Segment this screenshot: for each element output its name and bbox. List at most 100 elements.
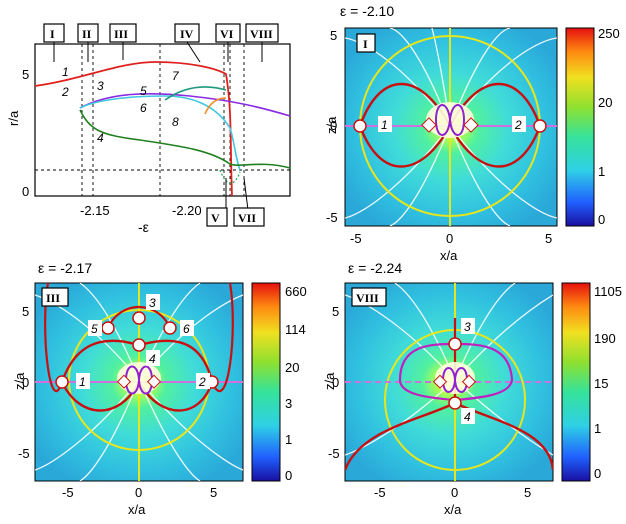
curve-label-8: 8 — [172, 115, 179, 129]
roman-VII: VII — [238, 211, 256, 225]
roman-I: I — [50, 27, 55, 41]
panel-c-point-label-3: 3 — [149, 296, 156, 310]
panel-a-xtick-220: -2.20 — [172, 203, 202, 218]
curve-4 — [79, 109, 291, 169]
panel-d-xlabel: x/a — [444, 502, 462, 517]
panel-d-point-label-4: 4 — [464, 410, 471, 424]
panel-a-ylabel: r/a — [6, 110, 21, 126]
panel-b-xtick-0: 0 — [446, 231, 453, 246]
curve-6 — [79, 95, 241, 171]
panel-d-point-label-3: 3 — [464, 320, 471, 334]
panel-c-ylabel: z/a — [12, 372, 27, 390]
panel-b-colorbar — [565, 27, 595, 227]
curve-label-7: 7 — [172, 69, 180, 83]
panel-c-cbar-0: 0 — [285, 468, 292, 483]
roman-arrows — [53, 41, 263, 211]
panel-c-cbar-1: 1 — [285, 432, 292, 447]
panel-c-field-map: ε = -2.17 — [12, 260, 307, 517]
panel-c-cbar-114: 114 — [285, 322, 306, 337]
panel-c-ytick-5: 5 — [22, 304, 29, 319]
roman-IV: IV — [180, 27, 194, 41]
panel-c-colorbar — [251, 282, 281, 482]
curve-dotted — [219, 169, 241, 184]
panel-c-roman: III — [46, 291, 60, 305]
panel-c-xtick-5: 5 — [210, 485, 217, 500]
panel-b-ylabel: z/a — [324, 116, 339, 134]
panel-c-cbar-660: 660 — [285, 284, 307, 299]
curve-label-5: 5 — [140, 84, 147, 98]
panel-d-xtick-5: 5 — [524, 485, 531, 500]
panel-d-ytick-m5: -5 — [328, 446, 340, 461]
roman-III: III — [114, 27, 128, 41]
panel-b-title: ε = -2.10 — [340, 3, 394, 19]
panel-c-xtick-m5: -5 — [62, 485, 74, 500]
panel-c-point-label-2: 2 — [198, 375, 206, 389]
panel-b-point-label-2: 2 — [514, 118, 522, 132]
panel-c-title: ε = -2.17 — [38, 260, 92, 276]
panel-a-phase-diagram: 1 2 3 4 5 6 7 8 r/a 0 5 -2.15 -2.20 -ε I… — [6, 23, 291, 235]
panel-d-ylabel: z/a — [322, 372, 337, 390]
panel-b-cbar-1: 1 — [598, 164, 605, 179]
panel-c-point-label-1: 1 — [79, 375, 86, 389]
curve-3 — [79, 93, 291, 117]
panel-b-xlabel: x/a — [440, 248, 458, 263]
panel-c-ytick-0: 0 — [22, 375, 29, 390]
panel-b-points — [353, 117, 547, 133]
panel-b-ytick-0: 0 — [330, 118, 337, 133]
curve-label-4: 4 — [97, 131, 104, 145]
panel-b-cbar-0: 0 — [598, 212, 605, 227]
roman-VI: VI — [220, 27, 234, 41]
curve-label-1: 1 — [62, 65, 69, 79]
panel-d-cbar-0: 0 — [594, 466, 601, 481]
panel-b-cbar-250: 250 — [598, 26, 620, 41]
panel-d-colorbar — [561, 282, 591, 482]
roman-II: II — [82, 27, 92, 41]
panel-d-cbar-1: 1 — [594, 421, 601, 436]
panel-c-point-label-5: 5 — [91, 322, 98, 336]
panel-c-xtick-0: 0 — [135, 485, 142, 500]
panel-a-xlabel: -ε — [138, 219, 149, 235]
panel-b-cbar-20: 20 — [598, 95, 612, 110]
curve-8 — [204, 97, 227, 115]
curve-labels: 1 2 3 4 5 6 7 8 — [61, 65, 180, 145]
panel-d-field-map: ε = -2.24 3 4 VIII — [322, 260, 622, 517]
panel-d-xtick-m5: -5 — [374, 485, 386, 500]
panel-a-frame — [34, 43, 291, 197]
panel-b-field-map: ε = -2.10 1 2 I — [324, 3, 620, 263]
panel-c-cbar-3: 3 — [285, 396, 292, 411]
panel-c-point-label-4: 4 — [149, 352, 156, 366]
phase-boundaries — [35, 44, 290, 196]
panel-d-ytick-5: 5 — [332, 304, 339, 319]
panel-d-title: ε = -2.24 — [348, 260, 402, 276]
curve-label-2: 2 — [61, 85, 69, 99]
panel-c-points — [55, 311, 219, 389]
panel-b-ytick-5: 5 — [330, 28, 337, 43]
panel-c-point-label-6: 6 — [183, 322, 190, 336]
curve-label-3: 3 — [97, 79, 104, 93]
curve-7 — [164, 86, 227, 101]
panel-d-roman: VIII — [356, 291, 379, 305]
panel-d-cbar-1105: 1105 — [594, 284, 622, 299]
panel-d-field-lines — [345, 283, 553, 481]
panel-c-ytick-m5: -5 — [18, 446, 30, 461]
panel-b-xtick-5: 5 — [545, 231, 552, 246]
roman-labels-top: I II III IV VI VIII — [43, 23, 279, 43]
panel-d-cbar-15: 15 — [594, 376, 608, 391]
panel-d-ytick-0: 0 — [332, 375, 339, 390]
curve-label-6: 6 — [140, 101, 147, 115]
roman-V: V — [211, 211, 220, 225]
panel-a-xtick-215: -2.15 — [80, 203, 110, 218]
panel-b-roman: I — [363, 37, 368, 51]
panel-c-cbar-20: 20 — [285, 360, 299, 375]
roman-VIII: VIII — [250, 27, 273, 41]
panel-a-ytick-0: 0 — [22, 184, 29, 199]
panel-b-xtick-m5: -5 — [350, 231, 362, 246]
panel-b-point-label-1: 1 — [381, 118, 388, 132]
panel-b-ytick-m5: -5 — [326, 210, 338, 225]
panel-d-cbar-190: 190 — [594, 331, 616, 346]
panel-a-ytick-5: 5 — [22, 67, 29, 82]
panel-c-xlabel: x/a — [128, 502, 146, 517]
panel-d-xtick-0: 0 — [451, 485, 458, 500]
panel-d-points — [432, 337, 477, 410]
